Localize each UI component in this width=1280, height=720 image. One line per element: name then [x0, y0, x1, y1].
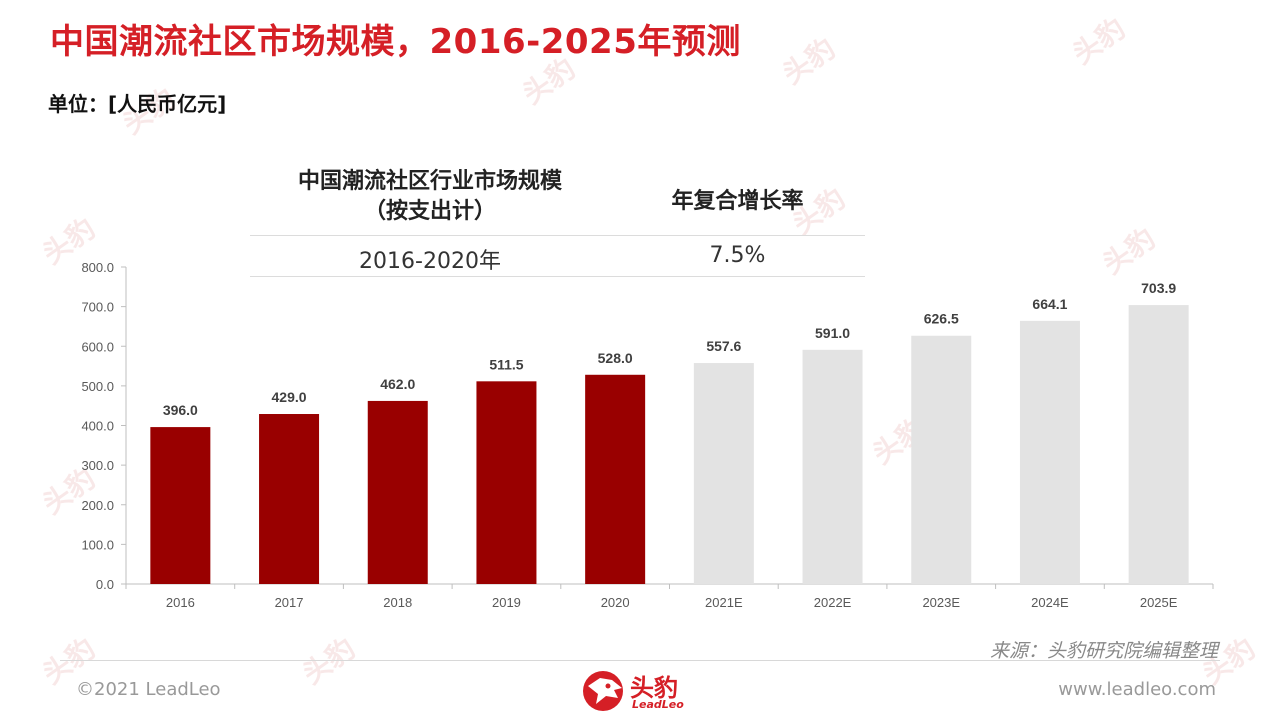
y-tick-label: 0.0 — [96, 577, 114, 592]
logo-subtext: LeadLeo — [632, 698, 684, 711]
y-tick-label: 800.0 — [81, 260, 114, 275]
logo-text: 头豹 — [630, 674, 678, 702]
y-tick-label: 200.0 — [81, 498, 114, 513]
y-tick-label: 700.0 — [81, 300, 114, 315]
unit-label: 单位：[人民币亿元] — [48, 92, 227, 116]
bar — [367, 400, 428, 584]
bar — [1019, 320, 1080, 584]
cagr-metric-subtitle: （按支出计） — [363, 199, 496, 224]
y-tick-label: 300.0 — [81, 458, 114, 473]
x-tick-label: 2023E — [922, 595, 960, 610]
x-tick-label: 2018 — [383, 595, 412, 610]
data-label: 626.5 — [924, 311, 959, 327]
cagr-rate-header: 年复合增长率 — [671, 189, 804, 214]
data-label: 703.9 — [1141, 280, 1176, 296]
divider — [250, 235, 865, 236]
x-tick-label: 2025E — [1140, 595, 1178, 610]
y-tick-label: 500.0 — [81, 379, 114, 394]
bar — [911, 335, 972, 584]
bar — [693, 363, 754, 584]
page-title: 中国潮流社区市场规模，2016-2025年预测 — [50, 22, 741, 62]
cagr-metric-header: 中国潮流社区行业市场规模 （按支出计） — [250, 167, 610, 227]
data-label: 396.0 — [163, 402, 198, 418]
bar — [802, 349, 863, 584]
y-tick-label: 600.0 — [81, 339, 114, 354]
bar — [585, 374, 646, 584]
x-tick-label: 2022E — [814, 595, 852, 610]
source-note: 来源：头豹研究院编辑整理 — [989, 640, 1218, 662]
bar — [259, 414, 320, 584]
cagr-period: 2016-2020年 — [359, 249, 501, 274]
x-tick-label: 2021E — [705, 595, 743, 610]
y-tick-label: 400.0 — [81, 419, 114, 434]
data-label: 591.0 — [815, 325, 850, 341]
x-tick-label: 2016 — [166, 595, 195, 610]
divider — [250, 276, 865, 277]
leadleo-logo: 头豹 LeadLeo — [578, 664, 708, 716]
x-tick-label: 2020 — [601, 595, 630, 610]
data-label: 429.0 — [272, 389, 307, 405]
cagr-rate-value: 7.5% — [709, 243, 766, 268]
data-label: 511.5 — [489, 356, 523, 372]
x-tick-label: 2024E — [1031, 595, 1069, 610]
data-label: 557.6 — [706, 338, 741, 354]
data-label: 462.0 — [380, 376, 415, 392]
data-label: 528.0 — [598, 350, 633, 366]
website-link[interactable]: www.leadleo.com — [1058, 679, 1216, 700]
x-tick-label: 2019 — [492, 595, 521, 610]
bar — [1128, 305, 1189, 584]
divider — [60, 660, 1220, 661]
copyright: ©2021 LeadLeo — [76, 679, 221, 700]
cagr-metric-title: 中国潮流社区行业市场规模 — [297, 169, 562, 194]
bar — [150, 427, 211, 584]
bar — [476, 381, 537, 584]
data-label: 664.1 — [1032, 296, 1067, 312]
leopard-icon — [583, 671, 623, 711]
y-tick-label: 100.0 — [81, 537, 114, 552]
x-tick-label: 2017 — [275, 595, 304, 610]
